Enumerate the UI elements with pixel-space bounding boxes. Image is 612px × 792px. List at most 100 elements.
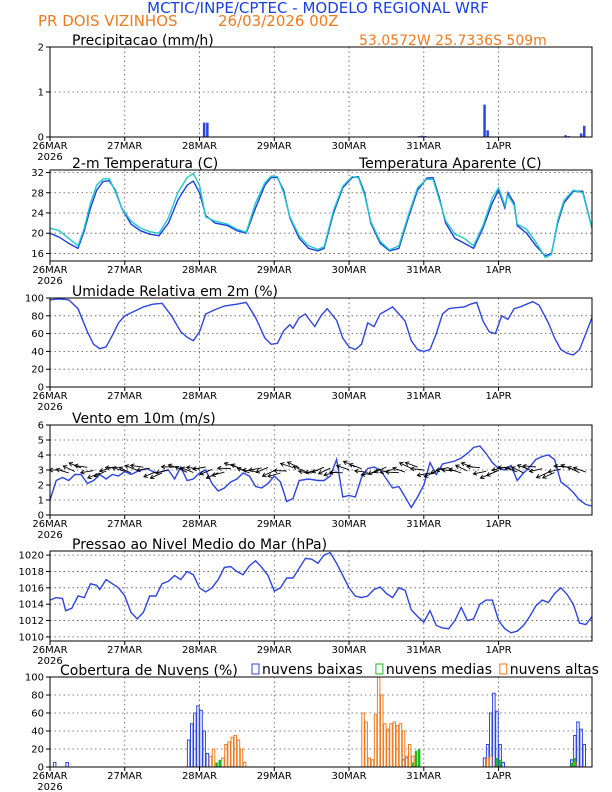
y-tick-label: 4: [38, 451, 44, 462]
wind-arrow: [504, 467, 518, 473]
wind-arrow-head: [429, 469, 435, 475]
clouds-bar: [208, 755, 213, 768]
wind-arrow: [573, 467, 586, 473]
x-tick-label: 30MAR: [331, 519, 366, 530]
clouds-bar: [482, 757, 487, 768]
wind-arrow: [150, 472, 163, 479]
x-tick-label: 30MAR: [331, 645, 366, 656]
y-tick-label: 1: [38, 88, 44, 99]
x-tick-label: 31MAR: [406, 391, 441, 402]
wind-arrow: [94, 470, 107, 477]
wind-arrow-head: [143, 473, 148, 478]
wind-arrow: [497, 466, 512, 469]
wind-arrow-head: [553, 463, 558, 469]
legend-label: nuvens medias: [386, 662, 492, 678]
wind-arrow-head: [385, 469, 390, 475]
clouds-bar: [367, 757, 371, 768]
wind-arrow-head: [86, 474, 92, 480]
wind-arrow-head: [160, 464, 166, 470]
temp-series-line-0: [49, 175, 593, 257]
wind-arrow: [410, 468, 424, 471]
wind-arrow: [181, 467, 194, 473]
clouds-bar: [227, 741, 231, 768]
wind-arrow: [542, 472, 555, 479]
y-tick-label: 1016: [19, 583, 44, 594]
wind-arrow-head: [323, 471, 329, 477]
model-title: MCTIC/INPE/CPTEC - MODELO REGIONAL WRF: [147, 0, 489, 17]
wind-arrow: [125, 464, 138, 471]
wind-arrow-head: [174, 465, 180, 471]
clouds-bar: [582, 744, 586, 768]
pressure-title: Pressao ao Nivel Medio do Mar (hPa): [72, 537, 327, 553]
wind-arrow: [56, 468, 69, 474]
wind-arrow: [349, 463, 362, 470]
wind-arrow: [336, 465, 350, 471]
wind-arrow: [329, 471, 343, 474]
x-tick-label: 31MAR: [406, 645, 441, 656]
x-tick-label: 28MAR: [182, 391, 217, 402]
wind-arrow: [379, 468, 393, 474]
wind-arrow-head: [223, 461, 229, 467]
clouds-title: Cobertura de Nuvens (%): [60, 663, 238, 679]
clouds-bar: [408, 744, 412, 768]
wind-arrow: [536, 471, 549, 479]
clouds-bar: [395, 725, 400, 768]
y-tick-label: 24: [31, 208, 44, 219]
wind-arrow: [486, 469, 499, 477]
precip-bar: [583, 125, 586, 138]
y-tick-label: 80: [31, 691, 44, 702]
wind-arrow-head: [404, 461, 410, 466]
precip-bar: [579, 133, 583, 137]
x-tick-label: 27MAR: [107, 771, 142, 782]
temp-frame: [49, 169, 593, 262]
precip-bar: [486, 130, 489, 138]
clouds-bar: [186, 739, 191, 768]
x-tick-label: 27MAR: [107, 391, 142, 402]
wind-arrow-head: [304, 469, 310, 475]
clouds-bar: [392, 721, 396, 768]
x-tick-label: 30MAR: [331, 391, 366, 402]
location-name: PR DOIS VIZINHOS: [38, 12, 178, 30]
wind-arrow: [280, 463, 294, 468]
wind-arrow: [424, 471, 437, 478]
y-tick-label: 1012: [19, 616, 44, 627]
y-tick-label: 60: [31, 329, 44, 340]
temp-title: 2-m Temperatura (C): [72, 156, 218, 172]
wind-arrow: [392, 467, 406, 473]
clouds-bar: [495, 758, 499, 767]
x-tick-label: 31MAR: [406, 519, 441, 530]
wind-arrow-head: [416, 472, 422, 478]
y-tick-label: 40: [31, 727, 44, 738]
wind-arrow-head: [522, 463, 527, 469]
wind-arrow-head: [398, 461, 404, 467]
clouds-bar: [205, 753, 210, 768]
wind-title: Vento em 10m (m/s): [72, 411, 216, 427]
wind-arrow-head: [55, 467, 61, 473]
wind-arrow-head: [236, 467, 242, 472]
y-tick-label: 1010: [19, 632, 44, 643]
wind-arrow-head: [528, 468, 534, 474]
y-tick-label: 0: [38, 133, 44, 144]
x-tick-year: 2026: [37, 276, 62, 287]
wind-arrow: [74, 464, 88, 468]
x-tick-label: 31MAR: [406, 771, 441, 782]
wind-arrow: [399, 462, 412, 469]
clouds-bar: [398, 723, 403, 768]
wind-arrow-head: [541, 474, 547, 479]
clouds-bar: [401, 730, 406, 768]
wind-arrow: [511, 466, 524, 474]
wind-arrow-head: [441, 467, 446, 473]
wind-arrow: [231, 463, 244, 471]
x-tick-label: 29MAR: [257, 391, 292, 402]
wind-arrow-head: [567, 466, 572, 471]
y-tick-label: 0: [38, 511, 44, 522]
clouds-bar: [211, 748, 216, 768]
wind-arrow-head: [348, 462, 354, 468]
humidity-title: Umidade Relativa em 2m (%): [72, 284, 278, 300]
y-tick-label: 60: [31, 709, 44, 720]
wind-arrow: [175, 466, 188, 473]
x-tick-label: 28MAR: [182, 519, 217, 530]
clouds-bar: [218, 759, 221, 767]
y-tick-label: 16: [31, 249, 44, 260]
